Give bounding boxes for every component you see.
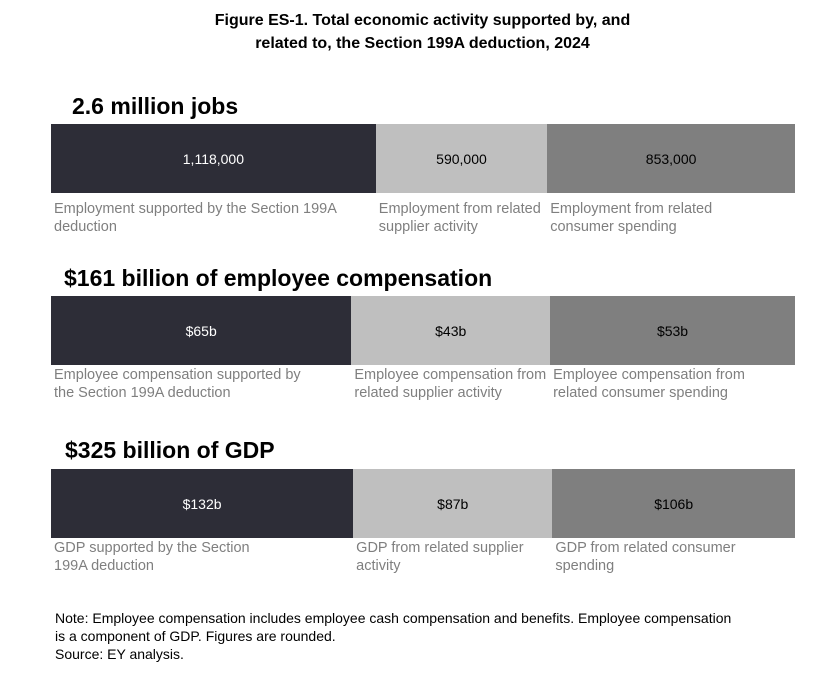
gdp-value-label-supplier: $87b [437,495,469,512]
figure-title: Figure ES-1. Total economic activity sup… [0,9,837,55]
compensation-category-label-direct-line-2: the Section 199A deduction [54,385,231,401]
jobs-section-title: 2.6 million jobs [72,93,239,119]
compensation-category-label-consumer-line-1: Employee compensation from [553,367,745,383]
compensation-section-title: $161 billion of employee compensation [64,265,493,291]
gdp-category-label-supplier-line-1: GDP from related supplier [356,540,524,556]
compensation-value-label-supplier: $43b [435,322,467,339]
jobs-segment-direct: 1,118,000 [51,124,376,193]
jobs-bar: 1,118,000 590,000 853,000 [51,124,795,193]
compensation-category-label-direct: Employee compensation supported by the Se… [54,366,354,402]
compensation-category-label-supplier-line-2: related supplier activity [354,385,502,401]
jobs-category-label-direct: Employment supported by the Section 199A… [54,200,379,236]
note-line-1: Note: Employee compensation includes emp… [55,610,732,626]
gdp-segment-direct: $132b [51,469,354,538]
jobs-category-label-consumer-line-1: Employment from related [550,201,713,217]
jobs-category-label-direct-line-1: Employment supported by the Section 199A [54,201,337,217]
gdp-segment-supplier: $87b [353,469,553,538]
gdp-bar: $132b $87b $106b [51,469,795,538]
compensation-category-label-supplier: Employee compensation from related suppli… [354,366,553,402]
compensation-category-label-direct-line-1: Employee compensation supported by [54,367,301,383]
compensation-category-label-supplier-line-1: Employee compensation from [354,367,547,383]
figure-note: Note: Employee compensation includes emp… [55,609,815,663]
jobs-category-label-consumer-line-2: consumer spending [550,219,677,235]
jobs-value-label-supplier: 590,000 [436,150,487,167]
compensation-segment-supplier: $43b [351,296,551,365]
gdp-category-label-supplier: GDP from related supplier activity [356,539,555,575]
jobs-value-label-direct: 1,118,000 [182,150,245,167]
compensation-category-label-consumer: Employee compensation from related consum… [553,366,798,402]
compensation-bar: $65b $43b $53b [51,296,795,365]
jobs-category-label-direct-line-2: deduction [54,219,117,235]
gdp-category-label-consumer-line-1: GDP from related consumer [555,540,736,556]
figure-title-line-2: related to, the Section 199A deduction, … [255,35,590,52]
gdp-section-title: $325 billion of GDP [65,437,275,463]
gdp-segment-consumer: $106b [552,469,795,538]
jobs-category-label-supplier-line-2: supplier activity [378,219,478,235]
gdp-category-label-direct: GDP supported by the Section 199A deducti… [54,539,356,575]
gdp-category-label-consumer-line-2: spending [555,558,615,574]
jobs-category-label-supplier: Employment from related supplier activity [379,200,569,236]
compensation-value-label-consumer: $53b [656,322,689,339]
jobs-value-label-consumer: 853,000 [645,150,697,167]
note-line-2: is a component of GDP. Figures are round… [55,628,336,644]
figure-title-line-1: Figure ES-1. Total economic activity sup… [214,12,631,29]
gdp-value-label-consumer: $106b [654,495,694,512]
compensation-segment-direct: $65b [51,296,352,365]
gdp-value-label-direct: $132b [182,495,222,512]
gdp-category-label-consumer: GDP from related consumer spending [555,539,798,575]
compensation-segment-consumer: $53b [550,296,795,365]
compensation-value-label-direct: $65b [185,322,217,339]
jobs-segment-consumer: 853,000 [547,124,795,193]
gdp-category-label-direct-line-2: 199A deduction [54,558,154,574]
gdp-category-label-supplier-line-2: activity [356,558,401,574]
gdp-category-label-direct-line-1: GDP supported by the Section [54,540,250,556]
compensation-category-label-consumer-line-2: related consumer spending [553,385,728,401]
jobs-segment-supplier: 590,000 [375,124,548,193]
source-line: Source: EY analysis. [55,646,184,662]
jobs-category-label-supplier-line-1: Employment from related [378,201,541,217]
jobs-category-label-consumer: Employment from related consumer spending [550,200,798,236]
